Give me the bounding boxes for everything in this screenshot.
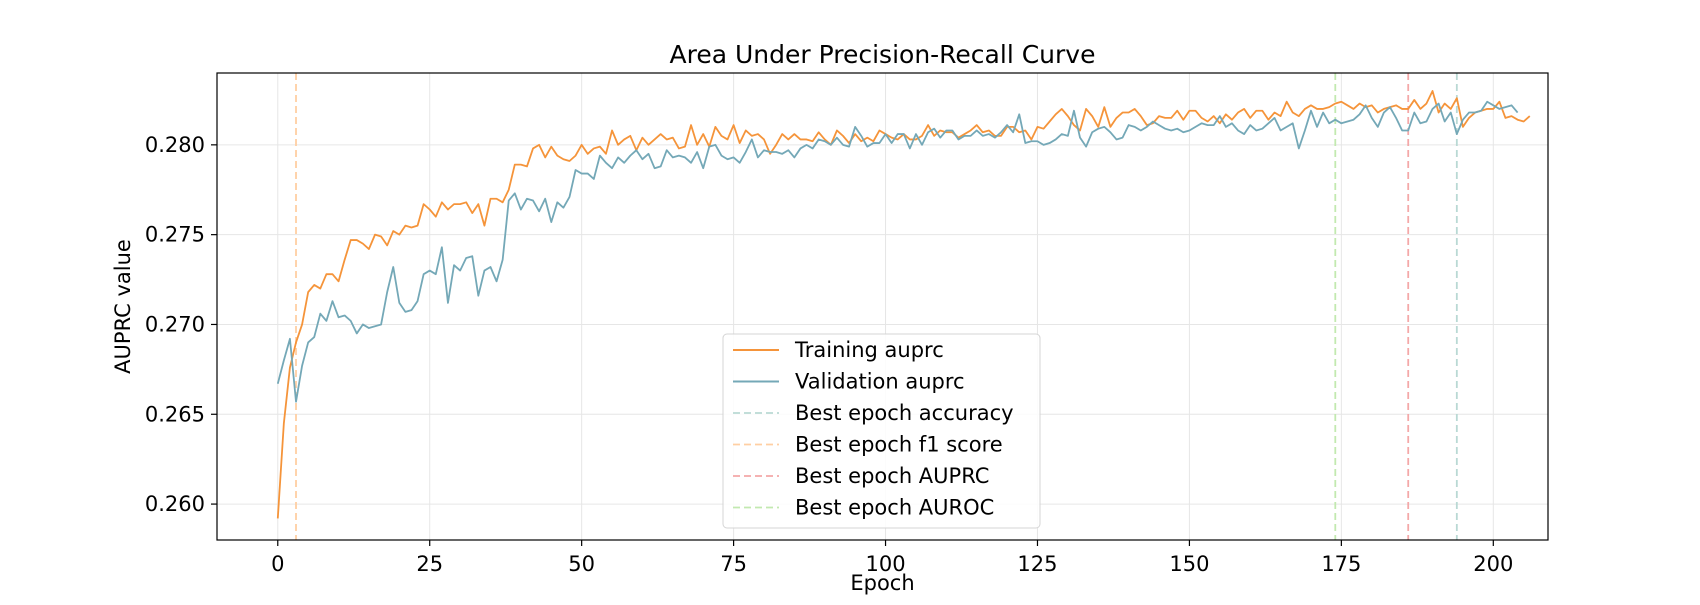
vline-layer <box>295 73 1458 540</box>
x-tick-label: 75 <box>720 552 747 576</box>
x-tick-label: 125 <box>1017 552 1057 576</box>
y-tick-label: 0.275 <box>145 223 205 247</box>
legend-entry-label: Training auprc <box>794 338 944 362</box>
y-tick-label: 0.260 <box>145 492 205 516</box>
legend-entry-label: Best epoch AUPRC <box>795 464 989 488</box>
tick-layer: 0 25 50 75 100 125 150 175 200 0.260 0.265 0.270 0.2… <box>145 133 1513 576</box>
legend-entry-label: Best epoch f1 score <box>795 433 1003 457</box>
y-tick-label: 0.265 <box>145 402 205 426</box>
legend-box <box>722 333 1041 529</box>
x-tick-label: 100 <box>865 552 905 576</box>
x-tick-label: 0 <box>271 552 284 576</box>
legend-entry-label: Best epoch accuracy <box>795 401 1014 425</box>
y-axis-label: AUPRC value <box>111 239 135 374</box>
y-tick-label: 0.270 <box>145 312 205 336</box>
series-layer <box>276 90 1531 519</box>
chart-title: Area Under Precision-Recall Curve <box>670 40 1096 69</box>
x-tick-label: 50 <box>568 552 595 576</box>
plot-frame <box>216 72 1549 541</box>
x-tick-label: 150 <box>1169 552 1209 576</box>
legend-entry-label: Validation auprc <box>795 370 965 394</box>
legend-entry-label: Best epoch AUROC <box>795 496 994 520</box>
x-tick-label: 200 <box>1473 552 1513 576</box>
series-line <box>276 100 1519 403</box>
x-tick-label: 175 <box>1321 552 1361 576</box>
y-tick-label: 0.280 <box>145 133 205 157</box>
x-tick-label: 25 <box>416 552 443 576</box>
x-axis-label: Epoch <box>850 571 914 595</box>
legend: Training auprc Validation auprc Best epoch… <box>722 333 1041 529</box>
